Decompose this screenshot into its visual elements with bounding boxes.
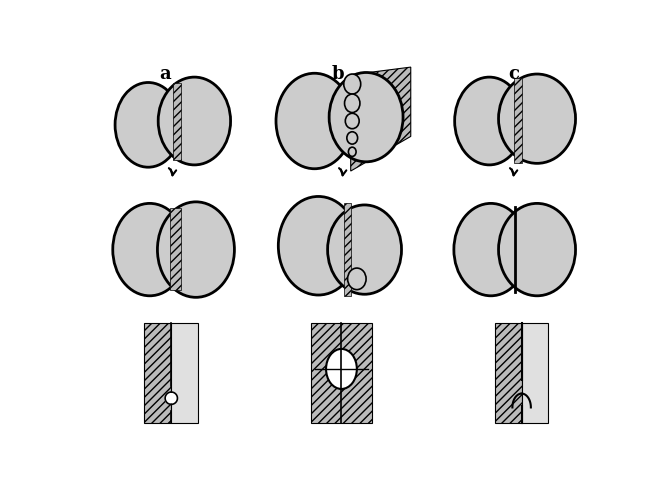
Ellipse shape	[158, 77, 231, 165]
Polygon shape	[169, 208, 181, 290]
Ellipse shape	[345, 94, 360, 112]
Ellipse shape	[498, 74, 576, 163]
Ellipse shape	[348, 147, 356, 156]
Ellipse shape	[115, 83, 181, 167]
Polygon shape	[344, 203, 351, 296]
Ellipse shape	[278, 197, 358, 295]
Ellipse shape	[454, 203, 528, 296]
Polygon shape	[514, 78, 522, 162]
Ellipse shape	[326, 349, 357, 389]
Polygon shape	[171, 392, 177, 404]
Ellipse shape	[327, 205, 402, 294]
Text: a: a	[159, 65, 171, 83]
Ellipse shape	[113, 203, 187, 296]
Ellipse shape	[276, 73, 353, 169]
Polygon shape	[165, 392, 171, 404]
Polygon shape	[144, 323, 171, 423]
Text: c: c	[508, 65, 520, 83]
Ellipse shape	[348, 268, 366, 290]
Ellipse shape	[157, 202, 234, 297]
Polygon shape	[173, 83, 181, 159]
Text: b: b	[331, 65, 344, 83]
Polygon shape	[171, 323, 198, 423]
Polygon shape	[522, 323, 548, 423]
Polygon shape	[496, 323, 522, 423]
Ellipse shape	[347, 132, 358, 144]
Ellipse shape	[344, 74, 361, 94]
Ellipse shape	[346, 113, 359, 129]
Polygon shape	[351, 67, 411, 171]
Ellipse shape	[498, 203, 576, 296]
Ellipse shape	[455, 77, 524, 165]
Ellipse shape	[329, 72, 403, 162]
Polygon shape	[311, 323, 372, 423]
